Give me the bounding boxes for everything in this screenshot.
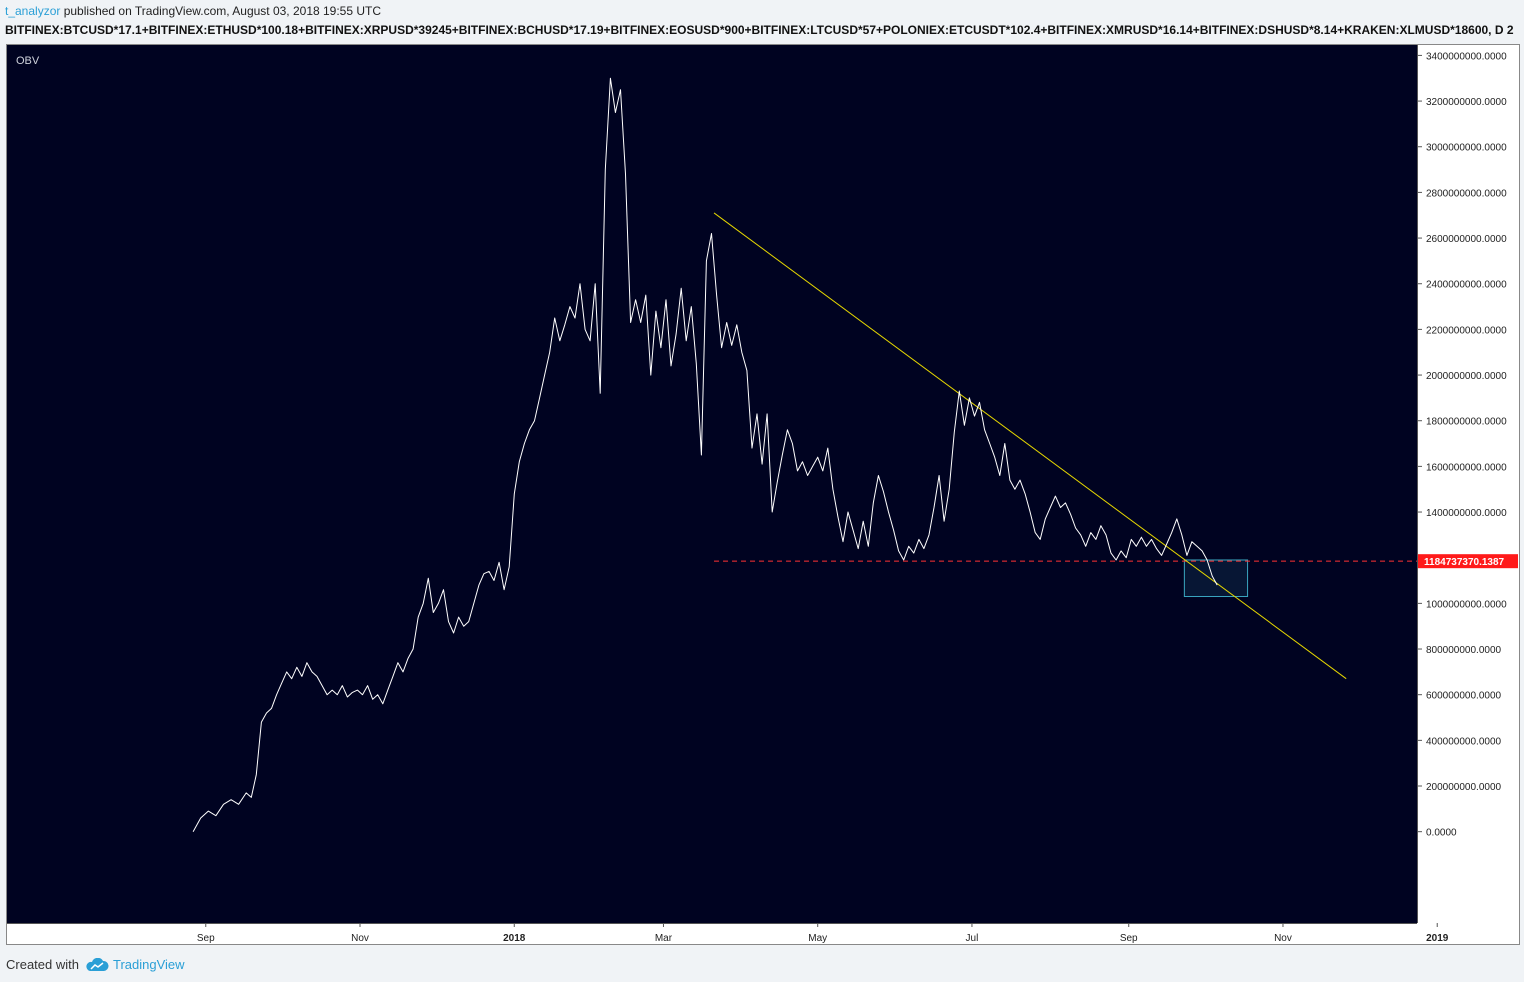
y-tick-label: 2800000000.0000: [1426, 188, 1507, 199]
x-tick-label: Sep: [1120, 933, 1138, 944]
chart-border: [6, 44, 1520, 945]
y-tick-label: 3200000000.0000: [1426, 97, 1507, 108]
y-tick-label: 1800000000.0000: [1426, 417, 1507, 428]
x-tick-label: Jul: [966, 933, 979, 944]
obv-chart[interactable]: 0.0000 200000000.0000 400000000.0000 600000…: [6, 44, 1520, 945]
y-tick-label: 2200000000.0000: [1426, 325, 1507, 336]
descending-trendline[interactable]: [713, 212, 1347, 680]
y-tick-label: 0.0000: [1426, 828, 1457, 839]
x-tick-label: Mar: [655, 933, 673, 944]
author-link[interactable]: t_analyzor: [5, 4, 61, 18]
chart-panel[interactable]: 0.0000 200000000.0000 400000000.0000 600000…: [6, 44, 1520, 945]
x-tick-label: Nov: [1274, 933, 1292, 944]
obv-series-line[interactable]: [192, 77, 1218, 832]
current-value-tag: [1418, 554, 1518, 569]
x-tick-label: Sep: [197, 933, 215, 944]
y-tick-label: 1000000000.0000: [1426, 599, 1507, 610]
y-tick-label: 400000000.0000: [1426, 736, 1502, 747]
tradingview-cloud-icon: [86, 957, 109, 971]
plot-area[interactable]: [6, 44, 1417, 923]
indicator-label: OBV: [16, 55, 40, 67]
x-tick-label: 2019: [1426, 933, 1449, 944]
y-tick-label: 2400000000.0000: [1426, 280, 1507, 291]
x-axis-area: [6, 923, 1417, 945]
x-tick-label: 2018: [503, 933, 526, 944]
y-tick-label: 1400000000.0000: [1426, 508, 1507, 519]
tradingview-label: TradingView: [112, 957, 185, 972]
symbol-formula: BITFINEX:BTCUSD*17.1+BITFINEX:ETHUSD*100…: [5, 23, 1514, 37]
footer: Created with TradingView: [6, 957, 185, 972]
y-tick-label: 2600000000.0000: [1426, 234, 1507, 245]
current-value-label: 1184737370.1387: [1424, 557, 1505, 568]
y-tick-label: 1600000000.0000: [1426, 462, 1507, 473]
x-tick-label: Nov: [351, 933, 369, 944]
y-tick-label: 600000000.0000: [1426, 691, 1502, 702]
created-with-text: Created with: [6, 957, 79, 972]
x-tick-label: May: [808, 933, 827, 944]
highlight-box[interactable]: [1183, 559, 1249, 598]
y-tick-label: 2000000000.0000: [1426, 371, 1507, 382]
y-tick-label: 800000000.0000: [1426, 645, 1502, 656]
publish-info: published on TradingView.com, August 03,…: [60, 4, 382, 18]
tradingview-brand[interactable]: TradingView: [85, 957, 185, 972]
y-axis-area: [1417, 44, 1520, 945]
y-tick-label: 200000000.0000: [1426, 782, 1502, 793]
publish-header: t_analyzor published on TradingView.com,…: [5, 4, 381, 18]
y-tick-label: 3400000000.0000: [1426, 51, 1507, 62]
y-tick-label: 3000000000.0000: [1426, 143, 1507, 154]
